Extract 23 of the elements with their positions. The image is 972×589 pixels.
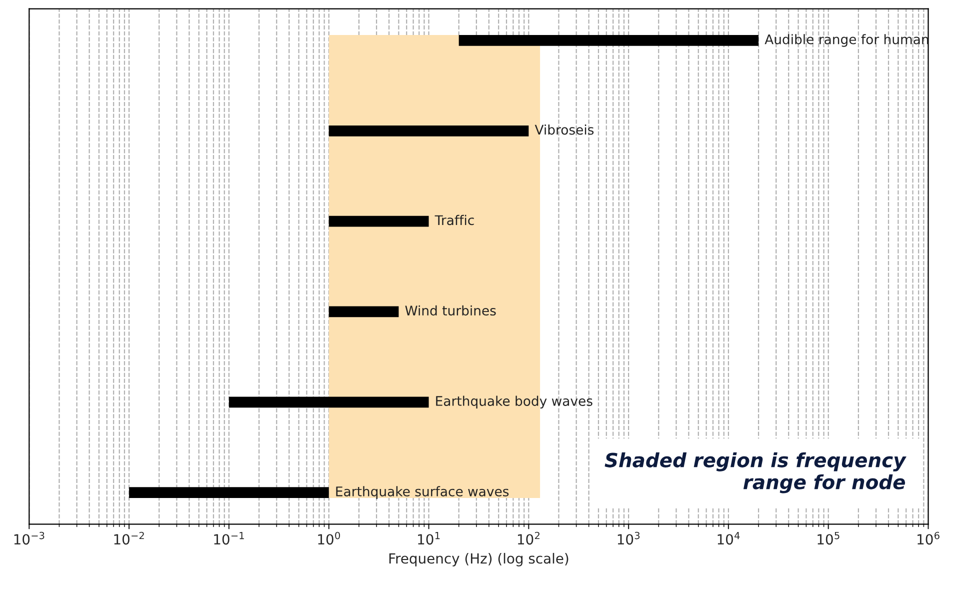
x-tick-label: 10$^{3}$ [618,532,640,545]
bar [129,487,329,498]
x-tick-label: 10$^{5}$ [818,532,840,545]
y-tick-label: Wind turbines [405,305,496,316]
bar [458,35,759,46]
x-tick-label: 10$^{0}$ [318,532,340,545]
y-tick-label: Earthquake surface waves [336,486,509,499]
y-tick-label: Traffic [434,214,474,226]
bar [228,396,429,408]
bar [328,216,429,227]
bar [328,306,399,318]
x-tick-label: 10$^{−1}$ [214,532,244,545]
x-tick-label: 10$^{−3}$ [14,532,44,545]
annotation: Shaded region is frequency range for node [604,452,906,494]
y-tick-label: Vibroseis [534,124,594,135]
x-tick-label: 10$^{2}$ [518,532,540,545]
bar [328,125,529,136]
x-tick-label: 10$^{6}$ [918,532,940,545]
x-tick-label: 10$^{−2}$ [114,532,144,545]
x-axis-title: Frequency (Hz) (log scale) [389,552,568,566]
x-tick-label: 10$^{1}$ [418,532,440,545]
y-tick-label: Earthquake body waves [436,396,592,409]
x-tick-label: 10$^{4}$ [718,532,740,545]
